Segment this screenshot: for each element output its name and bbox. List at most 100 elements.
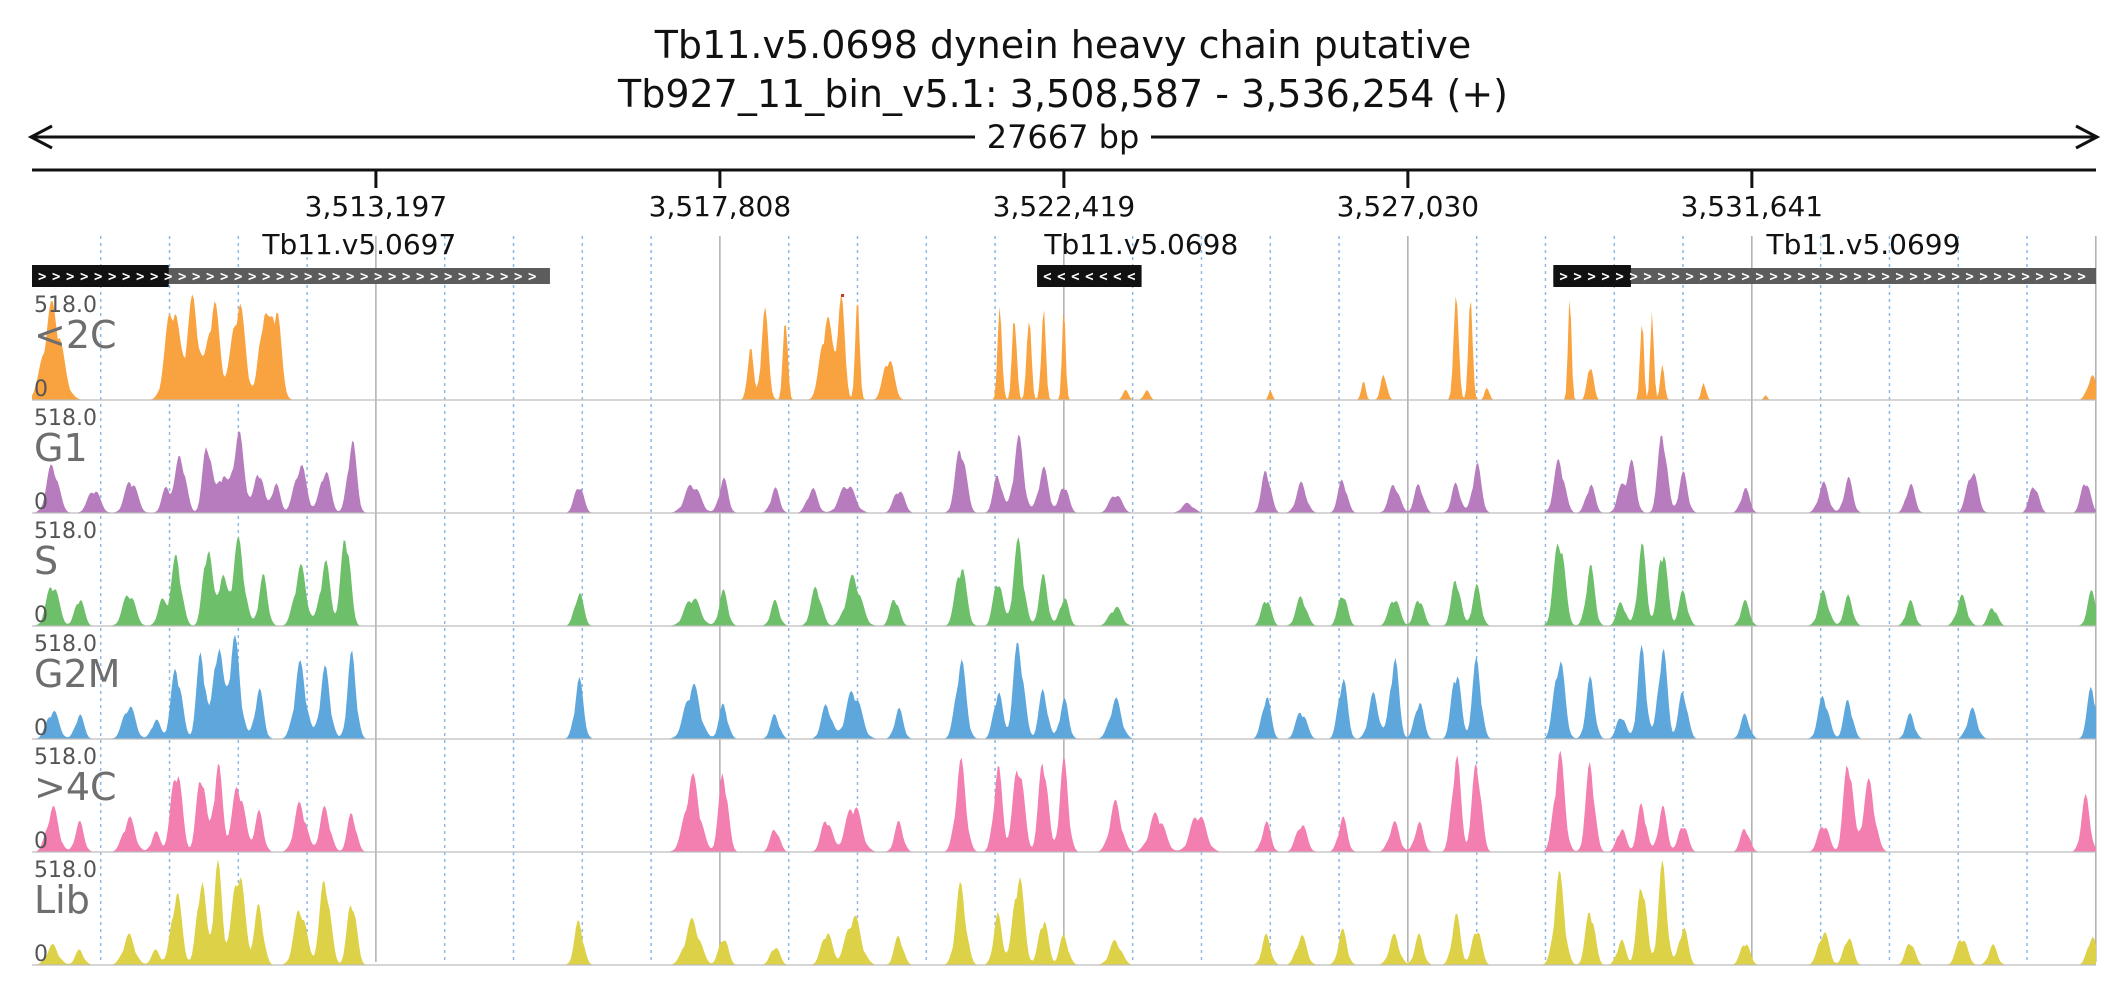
strand-arrow-icon: > bbox=[150, 269, 158, 285]
strand-arrow-icon: > bbox=[346, 269, 354, 285]
clipped-peak-marker bbox=[841, 294, 845, 297]
strand-arrow-icon: > bbox=[1657, 269, 1665, 285]
strand-arrow-icon: > bbox=[1839, 269, 1847, 285]
gene-cds-bar bbox=[32, 265, 169, 287]
coverage-track: 518.0 0 <2C bbox=[32, 293, 2096, 402]
strand-arrow-icon: > bbox=[1881, 269, 1889, 285]
strand-arrow-icon: > bbox=[1671, 269, 1679, 285]
strand-arrow-icon: > bbox=[318, 269, 326, 285]
strand-arrow-icon: > bbox=[416, 269, 424, 285]
track-min-label: 0 bbox=[34, 942, 48, 967]
strand-arrow-icon: > bbox=[2021, 269, 2029, 285]
strand-arrow-icon: > bbox=[1867, 269, 1875, 285]
strand-arrow-icon: > bbox=[514, 269, 522, 285]
track-name: Lib bbox=[34, 878, 90, 922]
coverage-tracks: 518.00<2C518.00G1518.00S518.00G2M518.00>… bbox=[32, 293, 2096, 967]
strand-arrow-icon: > bbox=[1755, 269, 1763, 285]
strand-arrow-icon: > bbox=[1923, 269, 1931, 285]
strand-arrow-icon: > bbox=[1741, 269, 1749, 285]
strand-arrow-icon: > bbox=[290, 269, 298, 285]
strand-arrow-icon: > bbox=[332, 269, 340, 285]
strand-arrow-icon: > bbox=[304, 269, 312, 285]
strand-arrow-icon: > bbox=[1853, 269, 1861, 285]
coverage-area bbox=[32, 859, 2096, 965]
strand-arrow-icon: > bbox=[38, 269, 46, 285]
strand-arrow-icon: > bbox=[486, 269, 494, 285]
strand-arrow-icon: > bbox=[500, 269, 508, 285]
strand-arrow-icon: < bbox=[1113, 269, 1121, 285]
coverage-area bbox=[32, 430, 2096, 513]
x-tick-label: 3,522,419 bbox=[993, 190, 1136, 223]
strand-arrow-icon: > bbox=[52, 269, 60, 285]
chart-title: Tb11.v5.0698 dynein heavy chain putative bbox=[654, 23, 1472, 67]
strand-arrow-icon: > bbox=[178, 269, 186, 285]
gene-label: Tb11.v5.0697 bbox=[261, 228, 456, 261]
gene-label: Tb11.v5.0699 bbox=[1765, 228, 1960, 261]
strand-arrow-icon: > bbox=[164, 269, 172, 285]
track-min-label: 0 bbox=[34, 490, 48, 515]
strand-arrow-icon: > bbox=[1937, 269, 1945, 285]
x-tick-label: 3,517,808 bbox=[649, 190, 792, 223]
strand-arrow-icon: > bbox=[80, 269, 88, 285]
strand-arrow-icon: < bbox=[1085, 269, 1093, 285]
coverage-track: 518.0 0 S bbox=[32, 519, 2096, 628]
track-name: >4C bbox=[34, 765, 117, 809]
strand-arrow-icon: > bbox=[122, 269, 130, 285]
strand-arrow-icon: > bbox=[360, 269, 368, 285]
strand-arrow-icon: > bbox=[1727, 269, 1735, 285]
span-arrow-left-icon bbox=[27, 124, 53, 150]
span-arrow-right-icon bbox=[2075, 124, 2101, 150]
strand-arrow-icon: > bbox=[1895, 269, 1903, 285]
strand-arrow-icon: < bbox=[1127, 269, 1135, 285]
strand-arrow-icon: > bbox=[1559, 269, 1567, 285]
track-name: <2C bbox=[34, 313, 117, 357]
gene-cds-bar bbox=[1037, 265, 1142, 287]
strand-arrow-icon: > bbox=[66, 269, 74, 285]
strand-arrow-icon: > bbox=[234, 269, 242, 285]
coverage-area bbox=[32, 634, 2096, 739]
strand-arrow-icon: > bbox=[2049, 269, 2057, 285]
strand-arrow-icon: > bbox=[262, 269, 270, 285]
gene-label: Tb11.v5.0698 bbox=[1043, 228, 1238, 261]
strand-arrow-icon: > bbox=[276, 269, 284, 285]
strand-arrow-icon: > bbox=[1601, 269, 1609, 285]
strand-arrow-icon: > bbox=[2035, 269, 2043, 285]
gene-cds-bar bbox=[1553, 265, 1631, 287]
strand-arrow-icon: > bbox=[206, 269, 214, 285]
coverage-area bbox=[32, 750, 2096, 852]
track-name: G1 bbox=[34, 426, 88, 470]
coverage-track: 518.0 0 >4C bbox=[32, 745, 2096, 854]
gene-feature[interactable]: > > > > > > > > > > > > > > > > > > > > > > > > > > > > > > > > > > > > > > Tb… bbox=[1553, 228, 2096, 287]
span-label: 27667 bp bbox=[987, 118, 1140, 156]
track-max-label: 518.0 bbox=[34, 858, 97, 883]
strand-arrow-icon: < bbox=[1099, 269, 1107, 285]
strand-arrow-icon: > bbox=[1965, 269, 1973, 285]
gene-feature[interactable]: > > > > > > > > > > > > > > > > > > > > > > > > > > > > > > > > > > > >Tb11… bbox=[32, 228, 550, 287]
strand-arrow-icon: > bbox=[220, 269, 228, 285]
strand-arrow-icon: > bbox=[136, 269, 144, 285]
track-max-label: 518.0 bbox=[34, 406, 97, 431]
strand-arrow-icon: > bbox=[94, 269, 102, 285]
strand-arrow-icon: > bbox=[1951, 269, 1959, 285]
strand-arrow-icon: > bbox=[472, 269, 480, 285]
track-name: G2M bbox=[34, 652, 120, 696]
x-tick-label: 3,531,641 bbox=[1681, 190, 1824, 223]
strand-arrow-icon: < bbox=[1057, 269, 1065, 285]
track-min-label: 0 bbox=[34, 377, 48, 402]
track-max-label: 518.0 bbox=[34, 519, 97, 544]
track-max-label: 518.0 bbox=[34, 745, 97, 770]
strand-arrow-icon: > bbox=[430, 269, 438, 285]
strand-arrow-icon: > bbox=[2077, 269, 2085, 285]
x-tick-label: 3,527,030 bbox=[1337, 190, 1480, 223]
track-max-label: 518.0 bbox=[34, 632, 97, 657]
strand-arrow-icon: > bbox=[2063, 269, 2071, 285]
strand-arrow-icon: > bbox=[1643, 269, 1651, 285]
track-min-label: 0 bbox=[34, 603, 48, 628]
gene-feature[interactable]: < < < < < < < Tb11.v5.0698 bbox=[1037, 228, 1238, 287]
strand-arrow-icon: > bbox=[1713, 269, 1721, 285]
strand-arrow-icon: > bbox=[1685, 269, 1693, 285]
strand-arrow-icon: > bbox=[528, 269, 536, 285]
strand-arrow-icon: < bbox=[1043, 269, 1051, 285]
